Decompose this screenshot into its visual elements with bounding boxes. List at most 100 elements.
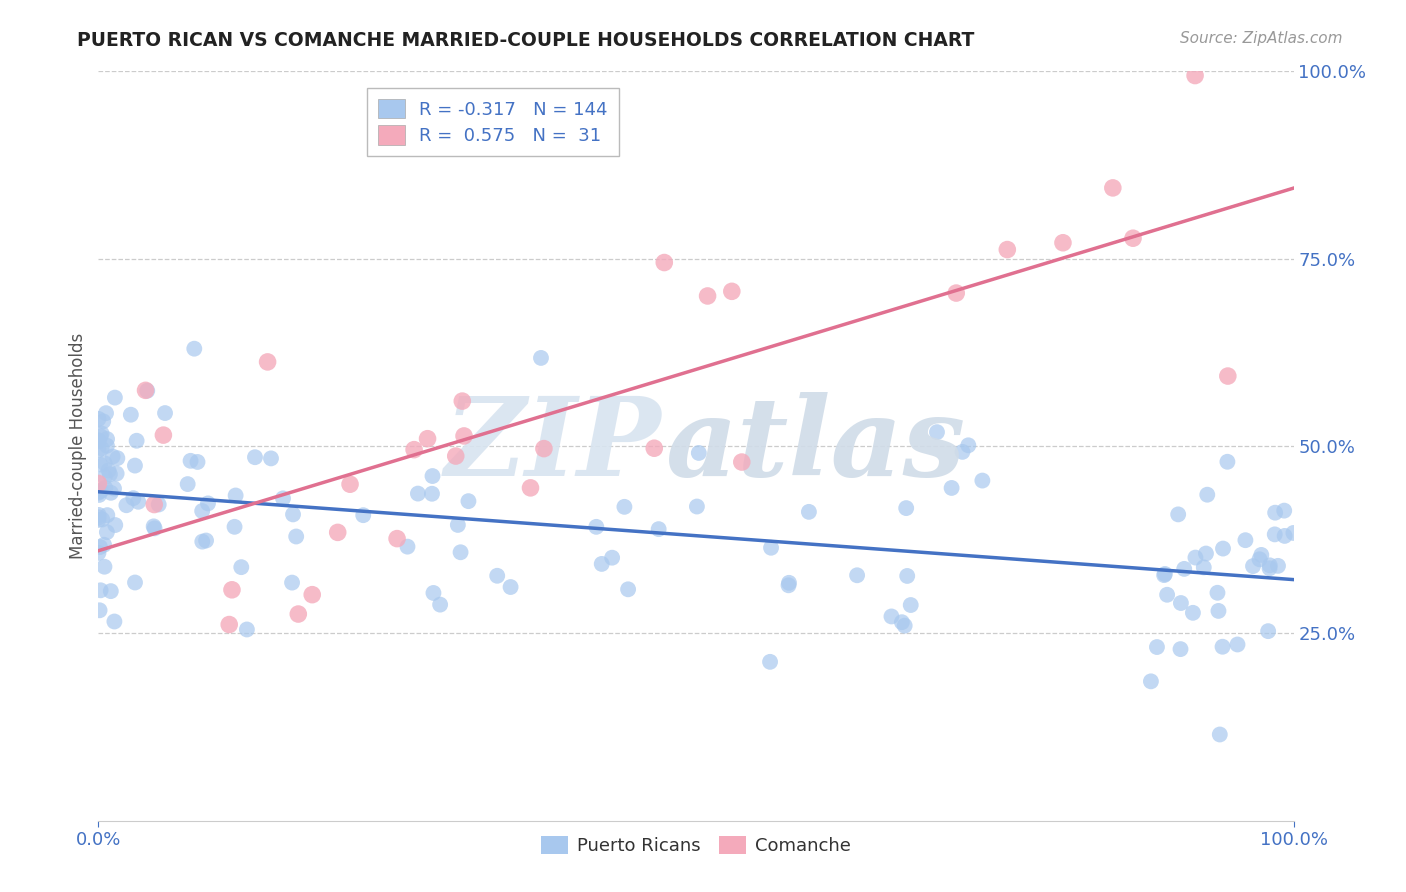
Text: Source: ZipAtlas.com: Source: ZipAtlas.com bbox=[1180, 31, 1343, 46]
Point bbox=[87, 485, 110, 500]
Point bbox=[191, 504, 214, 518]
Point bbox=[1212, 640, 1234, 654]
Point bbox=[100, 584, 122, 599]
Point bbox=[1250, 548, 1272, 562]
Point bbox=[1209, 727, 1232, 741]
Point bbox=[87, 484, 110, 499]
Point bbox=[104, 391, 127, 405]
Point bbox=[90, 483, 112, 498]
Point bbox=[447, 517, 470, 532]
Point bbox=[352, 508, 374, 523]
Point bbox=[197, 496, 219, 510]
Point bbox=[91, 512, 114, 526]
Point bbox=[231, 560, 253, 574]
Point bbox=[1184, 69, 1206, 83]
Point bbox=[972, 474, 994, 488]
Point bbox=[420, 487, 443, 501]
Point bbox=[143, 521, 166, 535]
Point bbox=[450, 545, 472, 559]
Legend: R = -0.317   N = 144, R =  0.575   N =  31: R = -0.317 N = 144, R = 0.575 N = 31 bbox=[367, 88, 619, 155]
Point bbox=[243, 450, 266, 465]
Point bbox=[87, 546, 110, 560]
Point bbox=[94, 481, 117, 495]
Point bbox=[385, 532, 408, 546]
Point bbox=[93, 456, 115, 470]
Point bbox=[444, 449, 467, 463]
Point bbox=[846, 568, 869, 582]
Text: atlas: atlas bbox=[665, 392, 966, 500]
Point bbox=[136, 384, 159, 398]
Point bbox=[96, 525, 118, 540]
Point bbox=[1197, 488, 1219, 502]
Point bbox=[105, 467, 128, 481]
Point bbox=[925, 425, 948, 439]
Point bbox=[271, 491, 294, 506]
Point bbox=[91, 414, 114, 428]
Point bbox=[416, 432, 439, 446]
Point bbox=[1052, 235, 1074, 250]
Point bbox=[797, 505, 820, 519]
Point bbox=[104, 518, 127, 533]
Text: ZIP: ZIP bbox=[444, 392, 661, 500]
Point bbox=[236, 623, 259, 637]
Point bbox=[952, 445, 974, 459]
Point bbox=[1257, 624, 1279, 639]
Point bbox=[90, 442, 112, 456]
Point bbox=[103, 615, 125, 629]
Point bbox=[1122, 231, 1144, 245]
Point bbox=[98, 467, 121, 482]
Point bbox=[643, 441, 665, 455]
Point bbox=[176, 477, 198, 491]
Point bbox=[1167, 508, 1189, 522]
Point bbox=[1282, 525, 1305, 540]
Point bbox=[600, 550, 623, 565]
Point bbox=[89, 458, 111, 472]
Point bbox=[90, 429, 112, 443]
Point bbox=[186, 455, 208, 469]
Point bbox=[93, 559, 115, 574]
Point bbox=[591, 557, 613, 571]
Point bbox=[281, 508, 304, 522]
Point bbox=[125, 434, 148, 448]
Point bbox=[890, 615, 912, 630]
Point bbox=[1212, 541, 1234, 556]
Point bbox=[96, 508, 118, 523]
Point bbox=[285, 529, 308, 543]
Point bbox=[90, 583, 112, 598]
Point bbox=[142, 519, 165, 533]
Point bbox=[127, 495, 149, 509]
Point bbox=[995, 243, 1018, 257]
Point bbox=[100, 485, 122, 500]
Point bbox=[1264, 506, 1286, 520]
Point bbox=[1195, 547, 1218, 561]
Point bbox=[617, 582, 640, 597]
Point bbox=[93, 538, 115, 552]
Point bbox=[686, 500, 709, 514]
Point bbox=[94, 406, 117, 420]
Point bbox=[326, 525, 349, 540]
Point bbox=[900, 598, 922, 612]
Point bbox=[696, 289, 718, 303]
Point bbox=[87, 476, 110, 491]
Point bbox=[893, 618, 915, 632]
Point bbox=[1272, 503, 1295, 517]
Point bbox=[96, 432, 118, 446]
Point bbox=[652, 255, 675, 269]
Point bbox=[1258, 558, 1281, 573]
Point bbox=[89, 488, 111, 502]
Point bbox=[87, 513, 110, 527]
Point bbox=[301, 588, 323, 602]
Point bbox=[153, 406, 176, 420]
Point bbox=[533, 442, 555, 456]
Point bbox=[759, 655, 782, 669]
Point bbox=[281, 575, 304, 590]
Point bbox=[647, 522, 669, 536]
Point bbox=[530, 351, 553, 365]
Point bbox=[218, 617, 240, 632]
Point bbox=[1216, 455, 1239, 469]
Point bbox=[90, 426, 112, 441]
Point bbox=[89, 603, 111, 617]
Point bbox=[1154, 566, 1177, 581]
Point bbox=[688, 446, 710, 460]
Point bbox=[1173, 562, 1195, 576]
